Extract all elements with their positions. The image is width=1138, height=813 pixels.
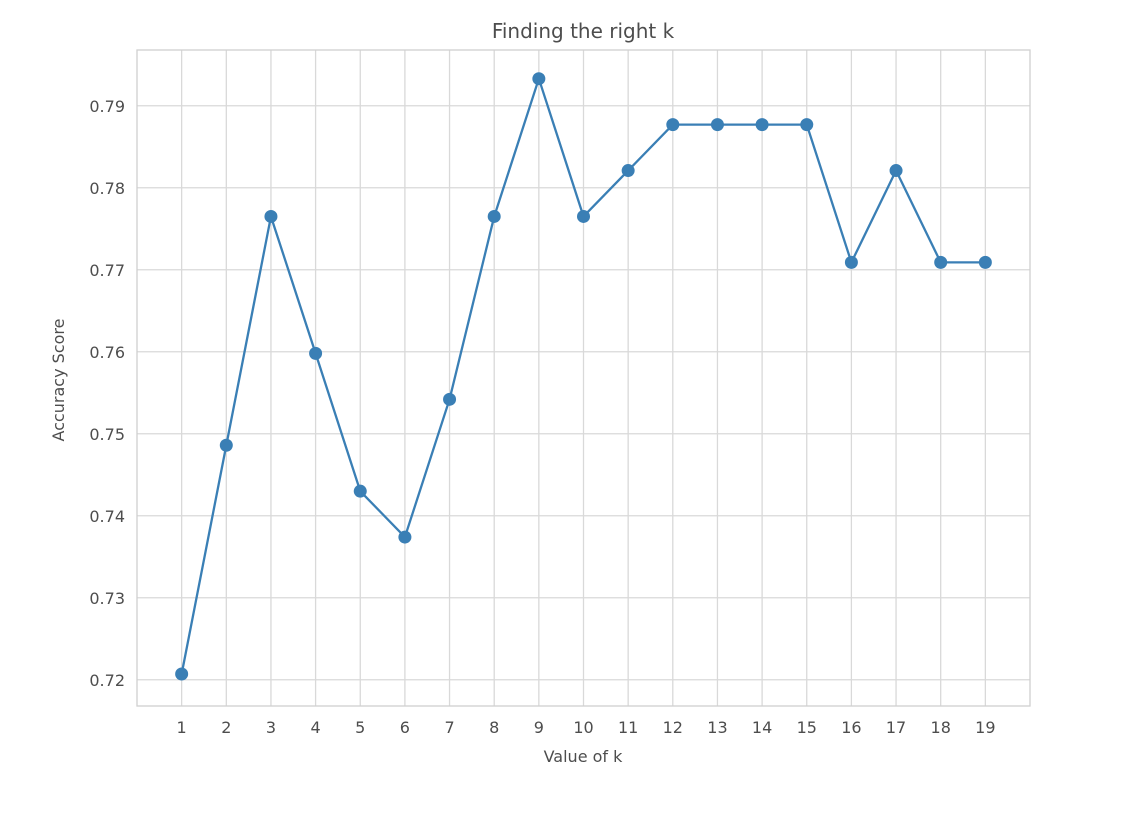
chart-title: Finding the right k	[492, 19, 675, 43]
y-axis-label: Accuracy Score	[49, 319, 68, 442]
x-axis-label: Value of k	[544, 747, 624, 766]
data-point	[309, 346, 323, 360]
data-point	[487, 209, 501, 223]
data-point	[443, 392, 457, 406]
y-tick-label: 0.72	[89, 671, 125, 690]
y-tick-label: 0.74	[89, 507, 125, 526]
y-tick-label: 0.79	[89, 97, 125, 116]
data-point	[621, 164, 635, 178]
data-point	[398, 530, 412, 544]
y-tick-label: 0.77	[89, 261, 125, 280]
x-tick-label: 4	[311, 718, 321, 737]
y-tick-label: 0.76	[89, 343, 125, 362]
x-tick-label: 10	[573, 718, 593, 737]
data-point	[264, 209, 278, 223]
data-point	[978, 255, 992, 269]
x-tick-label: 8	[489, 718, 499, 737]
x-tick-label: 17	[886, 718, 906, 737]
series-group	[175, 72, 992, 681]
x-tick-label: 12	[663, 718, 683, 737]
tick-labels: 1 2 3 4 5 6 7 8 9 10 11 12 13 14 15 16 17 18 190.720.730.7…	[89, 97, 995, 737]
data-point	[175, 667, 189, 681]
x-tick-label: 11	[618, 718, 638, 737]
y-tick-label: 0.73	[89, 589, 125, 608]
x-tick-label: 19	[975, 718, 995, 737]
data-point	[353, 484, 367, 498]
data-point	[844, 255, 858, 269]
data-point	[889, 164, 903, 178]
y-tick-label: 0.78	[89, 179, 125, 198]
x-tick-label: 18	[931, 718, 951, 737]
grid	[137, 50, 1030, 706]
data-point	[666, 118, 680, 132]
x-tick-label: 9	[534, 718, 544, 737]
x-tick-label: 5	[355, 718, 365, 737]
y-tick-label: 0.75	[89, 425, 125, 444]
data-point	[532, 72, 546, 86]
x-tick-label: 2	[221, 718, 231, 737]
data-point	[219, 438, 233, 452]
data-point	[577, 209, 590, 223]
x-tick-label: 6	[400, 718, 410, 737]
x-tick-label: 3	[266, 718, 276, 737]
x-tick-label: 15	[797, 718, 817, 737]
plot-frame	[136, 49, 1031, 707]
data-point	[755, 118, 769, 132]
x-tick-label: 14	[752, 718, 772, 737]
data-point	[710, 118, 724, 132]
x-tick-label: 7	[444, 718, 454, 737]
x-tick-label: 1	[177, 718, 187, 737]
data-point	[800, 118, 814, 132]
x-tick-label: 16	[841, 718, 861, 737]
x-tick-label: 13	[707, 718, 727, 737]
data-point	[934, 255, 948, 269]
